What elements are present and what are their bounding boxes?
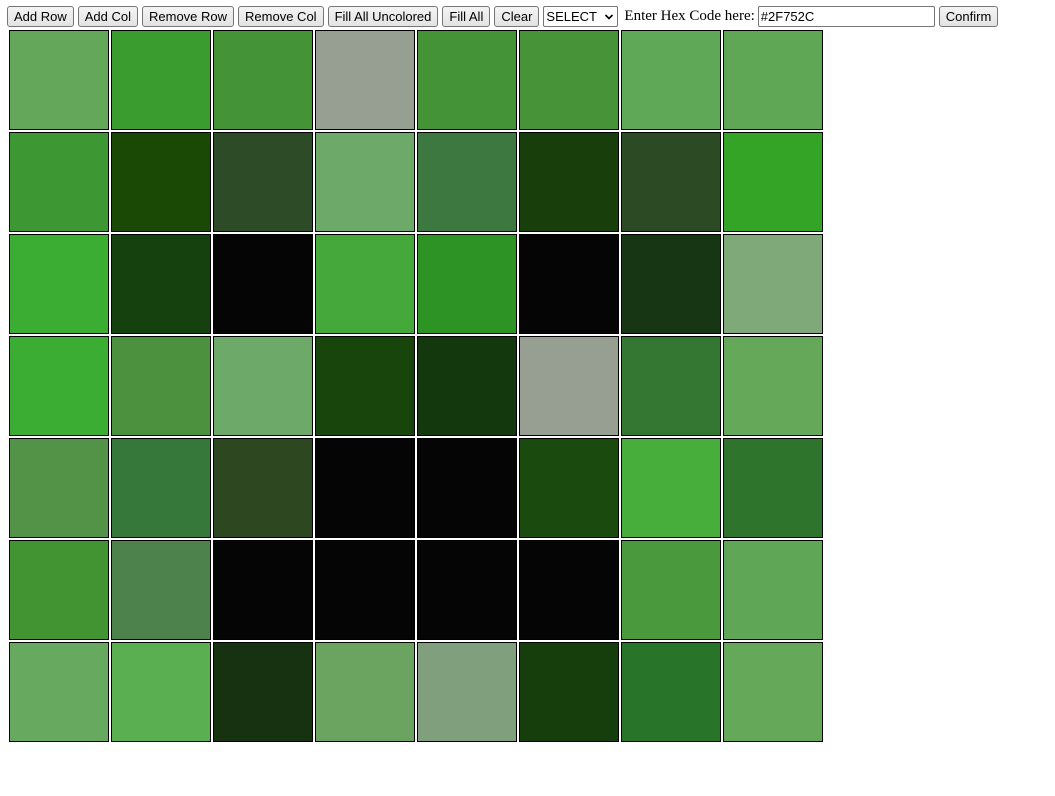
grid-cell[interactable] (723, 540, 823, 640)
grid-cell[interactable] (621, 336, 721, 436)
grid-row (9, 132, 823, 232)
color-select[interactable]: SELECT (543, 6, 619, 27)
grid-cell[interactable] (213, 540, 313, 640)
grid-cell[interactable] (111, 438, 211, 538)
grid-cell[interactable] (9, 642, 109, 742)
add-row-button[interactable]: Add Row (7, 6, 74, 27)
hex-code-input[interactable] (757, 6, 935, 27)
grid-cell[interactable] (723, 132, 823, 232)
clear-button[interactable]: Clear (494, 6, 540, 27)
grid-cell[interactable] (621, 30, 721, 130)
grid-cell[interactable] (315, 642, 415, 742)
grid-cell[interactable] (621, 438, 721, 538)
grid-row (9, 540, 823, 640)
grid-cell[interactable] (9, 30, 109, 130)
grid-cell[interactable] (213, 336, 313, 436)
remove-col-button[interactable]: Remove Col (238, 6, 324, 27)
grid-cell[interactable] (519, 438, 619, 538)
grid-cell[interactable] (9, 336, 109, 436)
grid-cell[interactable] (723, 642, 823, 742)
grid-cell[interactable] (519, 234, 619, 334)
grid-cell[interactable] (315, 336, 415, 436)
grid-cell[interactable] (315, 438, 415, 538)
grid-cell[interactable] (111, 132, 211, 232)
grid-cell[interactable] (417, 438, 517, 538)
grid-cell[interactable] (621, 234, 721, 334)
grid-cell[interactable] (213, 642, 313, 742)
grid-cell[interactable] (723, 438, 823, 538)
grid-cell[interactable] (519, 336, 619, 436)
confirm-button[interactable]: Confirm (938, 6, 999, 27)
grid-row (9, 336, 823, 436)
fill-all-uncolored-button[interactable]: Fill All Uncolored (327, 6, 439, 27)
grid-cell[interactable] (315, 540, 415, 640)
grid-cell[interactable] (315, 30, 415, 130)
grid-cell[interactable] (213, 438, 313, 538)
grid-cell[interactable] (621, 540, 721, 640)
grid-cell[interactable] (417, 336, 517, 436)
color-grid (7, 28, 825, 744)
grid-cell[interactable] (9, 540, 109, 640)
grid-cell[interactable] (417, 30, 517, 130)
grid-cell[interactable] (111, 540, 211, 640)
grid-cell[interactable] (111, 234, 211, 334)
grid-cell[interactable] (519, 642, 619, 742)
add-col-button[interactable]: Add Col (77, 6, 138, 27)
grid-cell[interactable] (417, 234, 517, 334)
grid-cell[interactable] (111, 642, 211, 742)
fill-all-button[interactable]: Fill All (442, 6, 491, 27)
color-select-value: SELECT (546, 9, 597, 24)
grid-cell[interactable] (213, 132, 313, 232)
grid-row (9, 30, 823, 130)
grid-row (9, 642, 823, 742)
grid-cell[interactable] (111, 30, 211, 130)
grid-cell[interactable] (519, 132, 619, 232)
grid-cell[interactable] (417, 540, 517, 640)
grid-cell[interactable] (9, 438, 109, 538)
grid-cell[interactable] (315, 132, 415, 232)
grid-cell[interactable] (9, 234, 109, 334)
grid-cell[interactable] (723, 336, 823, 436)
grid-cell[interactable] (621, 132, 721, 232)
grid-cell[interactable] (111, 336, 211, 436)
remove-row-button[interactable]: Remove Row (142, 6, 235, 27)
grid-cell[interactable] (519, 540, 619, 640)
hex-code-label: Enter Hex Code here: (624, 8, 755, 24)
chevron-down-icon (604, 12, 614, 22)
grid-cell[interactable] (417, 132, 517, 232)
grid-cell[interactable] (519, 30, 619, 130)
grid-cell[interactable] (621, 642, 721, 742)
grid-cell[interactable] (723, 30, 823, 130)
grid-cell[interactable] (213, 234, 313, 334)
grid-cell[interactable] (723, 234, 823, 334)
toolbar: Add Row Add Col Remove Row Remove Col Fi… (7, 6, 1002, 27)
grid-row (9, 234, 823, 334)
grid-row (9, 438, 823, 538)
grid-cell[interactable] (417, 642, 517, 742)
grid-cell[interactable] (315, 234, 415, 334)
grid-cell[interactable] (9, 132, 109, 232)
grid-cell[interactable] (213, 30, 313, 130)
